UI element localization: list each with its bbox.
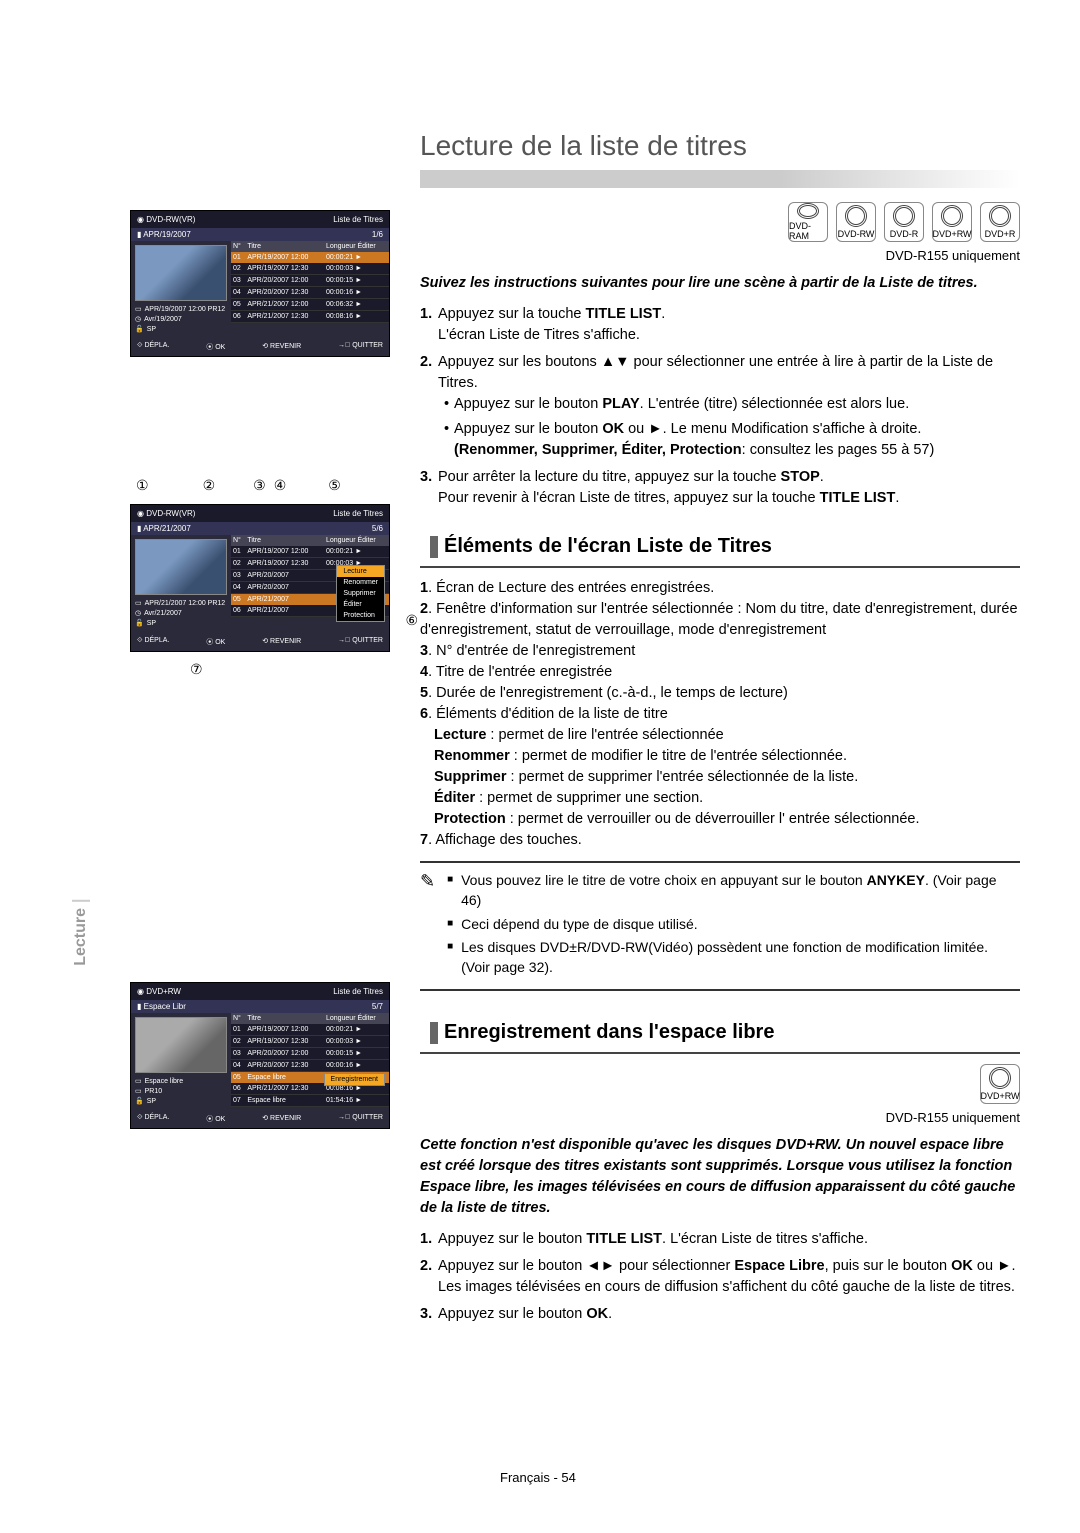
page: ◉ DVD-RW(VR) Liste de Titres ▮ APR/19/20… xyxy=(0,0,1080,1371)
tv3-disc: ◉ DVD+RW xyxy=(137,987,181,996)
tv2-footer: ⟐ DÉPLA.⦿ OK⟲ REVENIR→⃞ QUITTER xyxy=(131,633,389,651)
tv2-count: 5/6 xyxy=(372,524,383,533)
instructions-block-2: Cette fonction n'est disponible qu'avec … xyxy=(420,1135,1020,1325)
tv2-title: Liste de Titres xyxy=(333,509,383,518)
tv3-preview xyxy=(135,1017,227,1073)
disc-icon: DVD-R xyxy=(884,202,924,242)
note-item: Les disques DVD±R/DVD-RW(Vidéo) possèden… xyxy=(447,938,1020,977)
sub2-intro: Cette fonction n'est disponible qu'avec … xyxy=(420,1135,1020,1219)
sub-underline xyxy=(420,562,1020,568)
callout-numbers-top: ① ② ③ ④ ⑤ xyxy=(130,477,390,494)
screenshot-title-list-1: ◉ DVD-RW(VR) Liste de Titres ▮ APR/19/20… xyxy=(130,210,390,357)
s2-step-3: Appuyez sur le bouton OK. xyxy=(420,1304,1020,1325)
callout-7: ⑦ xyxy=(190,661,203,678)
sub-underline xyxy=(420,1048,1020,1054)
s2-step-1: Appuyez sur le bouton TITLE LIST. L'écra… xyxy=(420,1229,1020,1250)
disc-icon: DVD+RW xyxy=(980,1064,1020,1104)
tv1-footer: ⟐ DÉPLA.⦿ OK⟲ REVENIR→⃞ QUITTER xyxy=(131,338,389,356)
tv2-date: ▮ APR/21/2007 xyxy=(137,524,191,533)
tv3-count: 5/7 xyxy=(372,1002,383,1011)
note-icon: ✎ xyxy=(420,871,435,981)
title-underline xyxy=(420,170,1020,188)
tv2-info: ▭ APR/21/2007 12:00 PR12 ◷ Avr/21/2007 🔓… xyxy=(135,599,227,628)
model-note: DVD-R155 uniquement xyxy=(420,248,1020,263)
step-3: Pour arrêter la lecture du titre, appuye… xyxy=(420,467,1020,509)
s2-step-2: Appuyez sur le bouton ◄► pour sélectionn… xyxy=(420,1256,1020,1298)
disc-icons-row-2: DVD+RW xyxy=(420,1064,1020,1104)
section-title: Lecture de la liste de titres xyxy=(420,130,1020,162)
tv1-preview xyxy=(135,245,227,301)
tv3-date: ▮ Espace Libr xyxy=(137,1002,186,1011)
step-1: Appuyez sur la touche TITLE LIST. L'écra… xyxy=(420,304,1020,346)
instructions-block-1: Suivez les instructions suivantes pour l… xyxy=(420,273,1020,509)
note-box: ✎ Vous pouvez lire le titre de votre cho… xyxy=(420,861,1020,991)
side-label: Lecture xyxy=(72,900,90,966)
tv1-count: 1/6 xyxy=(372,230,383,239)
tv3-info: ▭ Espace libre ▭ PR10 🔓 SP xyxy=(135,1077,227,1106)
note-item: Vous pouvez lire le titre de votre choix… xyxy=(447,871,1020,910)
tv3-table: N°TitreLongueur Éditer 01APR/19/2007 12:… xyxy=(231,1013,389,1107)
disc-icons-row: DVD-RAM DVD-RW DVD-R DVD+RW DVD+R xyxy=(420,202,1020,242)
model-note-2: DVD-R155 uniquement xyxy=(420,1110,1020,1125)
tv1-disc: ◉ DVD-RW(VR) xyxy=(137,215,195,224)
tv1-info: ▭ APR/19/2007 12:00 PR12 ◷ Avr/19/2007 🔓… xyxy=(135,305,227,334)
disc-icon: DVD-RW xyxy=(836,202,876,242)
tv2-preview xyxy=(135,539,227,595)
tv1-date: ▮ APR/19/2007 xyxy=(137,230,191,239)
left-column: ◉ DVD-RW(VR) Liste de Titres ▮ APR/19/20… xyxy=(130,130,390,1331)
note-item: Ceci dépend du type de disque utilisé. xyxy=(447,915,1020,935)
disc-icon: DVD+RW xyxy=(932,202,972,242)
disc-icon: DVD-RAM xyxy=(788,202,828,242)
tv3-ctx-item: Enregistrement xyxy=(324,1073,385,1086)
page-footer: Français - 54 xyxy=(500,1470,576,1485)
subheading-espace-libre: Enregistrement dans l'espace libre xyxy=(420,1021,1020,1044)
tv3-title: Liste de Titres xyxy=(333,987,383,996)
tv1-table: N°TitreLongueur Éditer 01APR/19/2007 12:… xyxy=(231,241,389,323)
intro-text: Suivez les instructions suivantes pour l… xyxy=(420,273,1020,294)
screenshot-wrap-2: ⑥ ⑦ ◉ DVD-RW(VR) Liste de Titres ▮ APR/2… xyxy=(130,504,390,651)
right-column: Lecture de la liste de titres DVD-RAM DV… xyxy=(420,130,1020,1331)
callout-6: ⑥ xyxy=(405,612,418,629)
screenshot-title-list-2: ◉ DVD-RW(VR) Liste de Titres ▮ APR/21/20… xyxy=(130,504,390,651)
subheading-elements: Éléments de l'écran Liste de Titres xyxy=(420,535,1020,558)
elements-list: 1. Écran de Lecture des entrées enregist… xyxy=(420,578,1020,851)
screenshot-title-list-3: ◉ DVD+RW Liste de Titres ▮ Espace Libr 5… xyxy=(130,982,390,1129)
context-menu: Lecture Renommer Supprimer Éditer Protec… xyxy=(336,565,385,622)
step-2: Appuyez sur les boutons ▲▼ pour sélectio… xyxy=(420,352,1020,461)
tv1-title: Liste de Titres xyxy=(333,215,383,224)
disc-icon: DVD+R xyxy=(980,202,1020,242)
tv2-disc: ◉ DVD-RW(VR) xyxy=(137,509,195,518)
tv3-footer: ⟐ DÉPLA.⦿ OK⟲ REVENIR→⃞ QUITTER xyxy=(131,1110,389,1128)
